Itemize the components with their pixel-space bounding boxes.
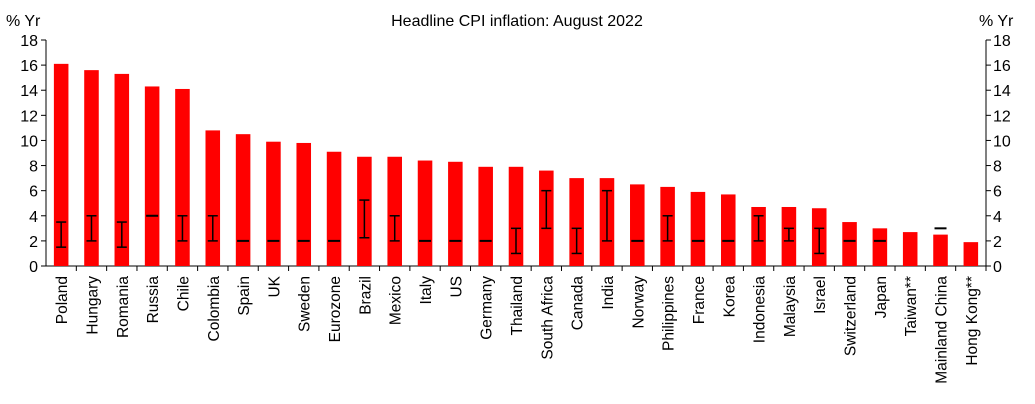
x-tick-label: Thailand	[509, 276, 526, 335]
x-tick-label: Indonesia	[752, 276, 769, 344]
bar	[144, 86, 160, 266]
x-tick-label: Hong Kong**	[964, 276, 981, 366]
y-tick-label-left: 2	[29, 234, 38, 251]
x-tick-label: Eurozone	[327, 276, 344, 342]
x-tick-label: Israel	[812, 276, 829, 314]
y-unit-right: % Yr	[979, 13, 1014, 30]
x-tick-label: Hungary	[84, 276, 101, 335]
targets-group	[56, 189, 947, 255]
bar	[569, 178, 584, 266]
bar	[114, 73, 130, 267]
bar	[326, 151, 342, 266]
x-tick-label: Mainland China	[934, 276, 951, 384]
y-tick-label-right: 10	[993, 133, 1011, 150]
bar	[235, 134, 251, 266]
x-tick-label: France	[691, 276, 708, 324]
bar	[53, 63, 69, 266]
bar	[84, 70, 99, 266]
bar	[205, 130, 221, 266]
y-tick-label-left: 4	[29, 209, 38, 226]
y-unit-left: % Yr	[6, 13, 41, 30]
bar	[872, 228, 888, 266]
bar	[630, 184, 645, 266]
x-tick-label: Germany	[479, 276, 496, 340]
bar	[296, 142, 312, 266]
x-tick-label: US	[448, 276, 465, 298]
x-tick-label: Poland	[54, 276, 71, 324]
bar	[266, 141, 281, 266]
bar	[933, 234, 948, 266]
y-tick-label-right: 16	[993, 58, 1011, 75]
x-tick-label: Sweden	[297, 276, 314, 332]
x-tick-label: Russia	[145, 276, 162, 324]
bar	[842, 222, 857, 266]
bar	[175, 88, 190, 266]
y-labels-group: 0 0 2 2 4 4 6 6 8 8 10 10 12 12 14 14 16 16 18 18	[20, 33, 1011, 276]
x-tick-label: Japan	[873, 276, 890, 318]
y-tick-label-left: 18	[20, 33, 38, 50]
y-tick-label-left: 14	[20, 83, 38, 100]
y-tick-label-right: 4	[993, 209, 1002, 226]
x-tick-label: UK	[266, 275, 283, 297]
y-tick-label-left: 8	[29, 159, 38, 176]
x-tick-label: Romania	[115, 276, 132, 338]
y-tick-label-left: 16	[20, 58, 38, 75]
x-tick-label: Spain	[236, 276, 253, 316]
y-tick-label-right: 18	[993, 33, 1011, 50]
x-tick-label: Italy	[418, 276, 435, 305]
y-tick-label-right: 0	[993, 259, 1002, 276]
x-tick-label: India	[600, 276, 617, 310]
x-tick-label: Chile	[175, 276, 192, 311]
bar	[508, 166, 524, 266]
x-tick-label: Philippines	[661, 276, 678, 351]
x-tick-label: South Africa	[539, 276, 556, 360]
x-tick-label: Norway	[630, 276, 647, 329]
bar	[448, 161, 463, 266]
bar	[417, 160, 433, 266]
x-labels-group: Poland Hungary Romania Russia Chile Colombia S…	[54, 275, 981, 383]
bar	[478, 166, 493, 266]
chart-title: Headline CPI inflation: August 2022	[391, 13, 643, 30]
x-tick-label: Taiwan**	[903, 276, 920, 336]
y-tick-label-left: 10	[20, 133, 38, 150]
x-tick-label: Switzerland	[843, 276, 860, 356]
y-tick-label-right: 2	[993, 234, 1002, 251]
x-tick-label: Canada	[570, 276, 587, 331]
x-tick-label: Colombia	[206, 276, 223, 342]
y-tick-label-left: 0	[29, 259, 38, 276]
bar	[902, 232, 918, 266]
x-tick-label: Brazil	[357, 276, 374, 315]
y-tick-label-left: 12	[20, 108, 38, 125]
y-tick-label-right: 14	[993, 83, 1011, 100]
y-tick-label-left: 6	[29, 184, 38, 201]
bar	[720, 194, 736, 266]
bar	[690, 191, 706, 266]
bar	[387, 156, 402, 266]
y-tick-label-right: 12	[993, 108, 1011, 125]
y-tick-label-right: 6	[993, 184, 1002, 201]
x-tick-label: Malaysia	[782, 276, 799, 338]
bar	[963, 242, 979, 266]
y-tick-label-right: 8	[993, 159, 1002, 176]
x-tick-label: Mexico	[388, 276, 405, 325]
x-tick-label: Korea	[721, 276, 738, 318]
